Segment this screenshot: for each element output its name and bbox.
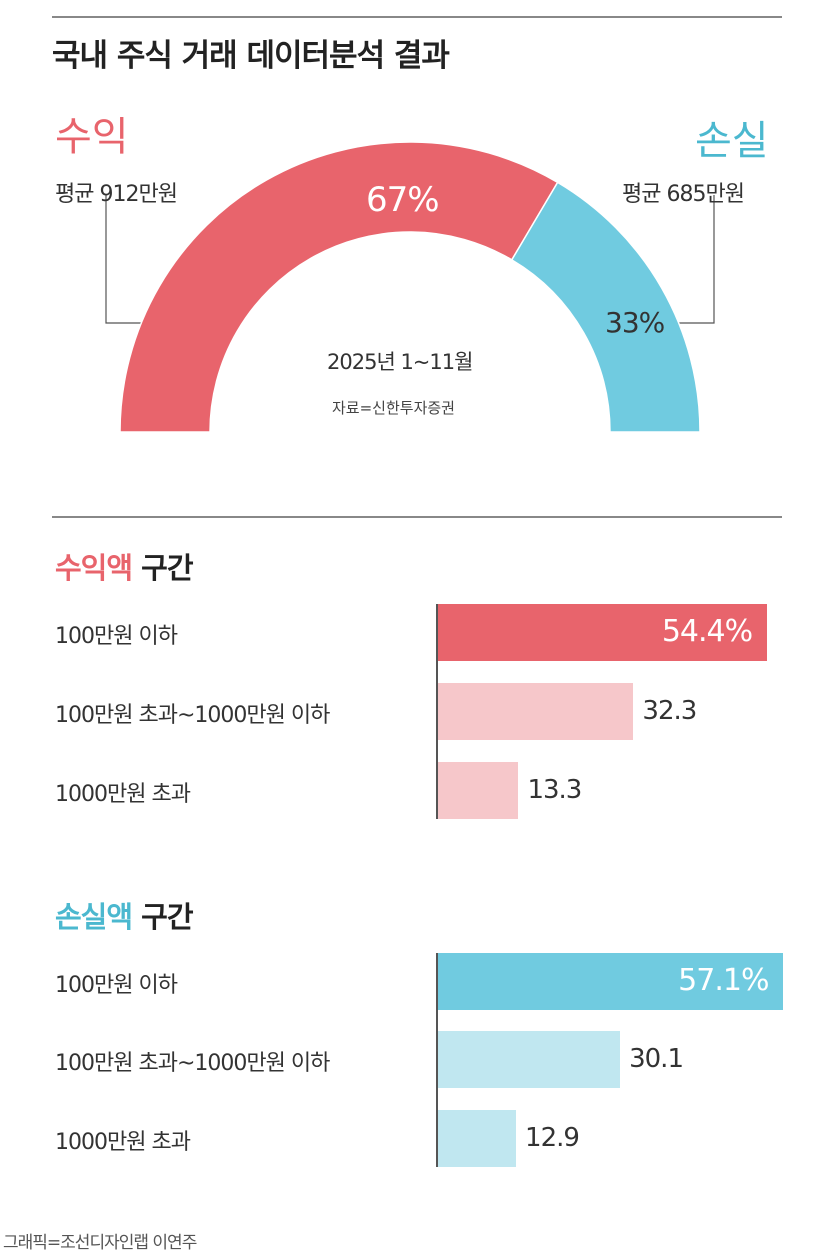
bar-category-label: 100만원 초과~1000만원 이하 bbox=[55, 1051, 330, 1076]
profit-section-rest: 구간 bbox=[132, 551, 193, 585]
profit-percent-label: 67% bbox=[366, 180, 440, 220]
half-donut-chart bbox=[105, 141, 715, 433]
bar bbox=[438, 762, 519, 819]
bar bbox=[438, 683, 634, 740]
loss-percent-label: 33% bbox=[605, 306, 665, 339]
loss-section-rest: 구간 bbox=[132, 900, 193, 934]
bar bbox=[438, 604, 768, 661]
bar-category-label: 100만원 이하 bbox=[55, 973, 178, 998]
bar-category-label: 1000만원 초과 bbox=[55, 1130, 191, 1155]
bar-axis-line bbox=[436, 953, 438, 1167]
bar-category-label: 1000만원 초과 bbox=[55, 782, 191, 807]
profit-arc-segment bbox=[119, 141, 559, 433]
bar-category-label: 100만원 이하 bbox=[55, 624, 178, 649]
loss-section-title: 손실액 구간 bbox=[55, 894, 194, 936]
bar-value-label: 12.9 bbox=[525, 1123, 580, 1153]
profit-label: 수익 bbox=[55, 114, 129, 160]
profit-section-highlight: 수익액 bbox=[55, 551, 133, 585]
loss-leader-line bbox=[676, 195, 715, 324]
top-divider bbox=[52, 16, 782, 18]
profit-section-title: 수익액 구간 bbox=[55, 545, 194, 587]
loss-average: 평균 685만원 bbox=[622, 182, 745, 207]
profit-average: 평균 912만원 bbox=[55, 182, 178, 207]
bar-value-label: 32.3 bbox=[642, 696, 697, 726]
bar bbox=[438, 1031, 621, 1088]
source-label: 자료=신한투자증권 bbox=[332, 399, 455, 417]
bar bbox=[438, 953, 784, 1010]
section-divider bbox=[52, 516, 782, 518]
loss-section-highlight: 손실액 bbox=[55, 900, 133, 934]
credit: 그래픽=조선디자인랩 이연주 bbox=[3, 1233, 197, 1253]
bar-value-label: 54.4% bbox=[661, 614, 753, 649]
page-title: 국내 주식 거래 데이터분석 결과 bbox=[52, 38, 450, 74]
bar-axis-line bbox=[436, 604, 438, 819]
loss-arc-segment bbox=[510, 181, 701, 433]
bar bbox=[438, 1110, 517, 1167]
loss-label: 손실 bbox=[695, 118, 769, 164]
bar-value-label: 13.3 bbox=[527, 775, 582, 805]
bar-category-label: 100만원 초과~1000만원 이하 bbox=[55, 703, 330, 728]
bar-value-label: 30.1 bbox=[629, 1044, 684, 1074]
bar-value-label: 57.1% bbox=[678, 963, 769, 998]
profit-leader-line bbox=[105, 195, 150, 324]
period-label: 2025년 1~11월 bbox=[327, 350, 473, 374]
